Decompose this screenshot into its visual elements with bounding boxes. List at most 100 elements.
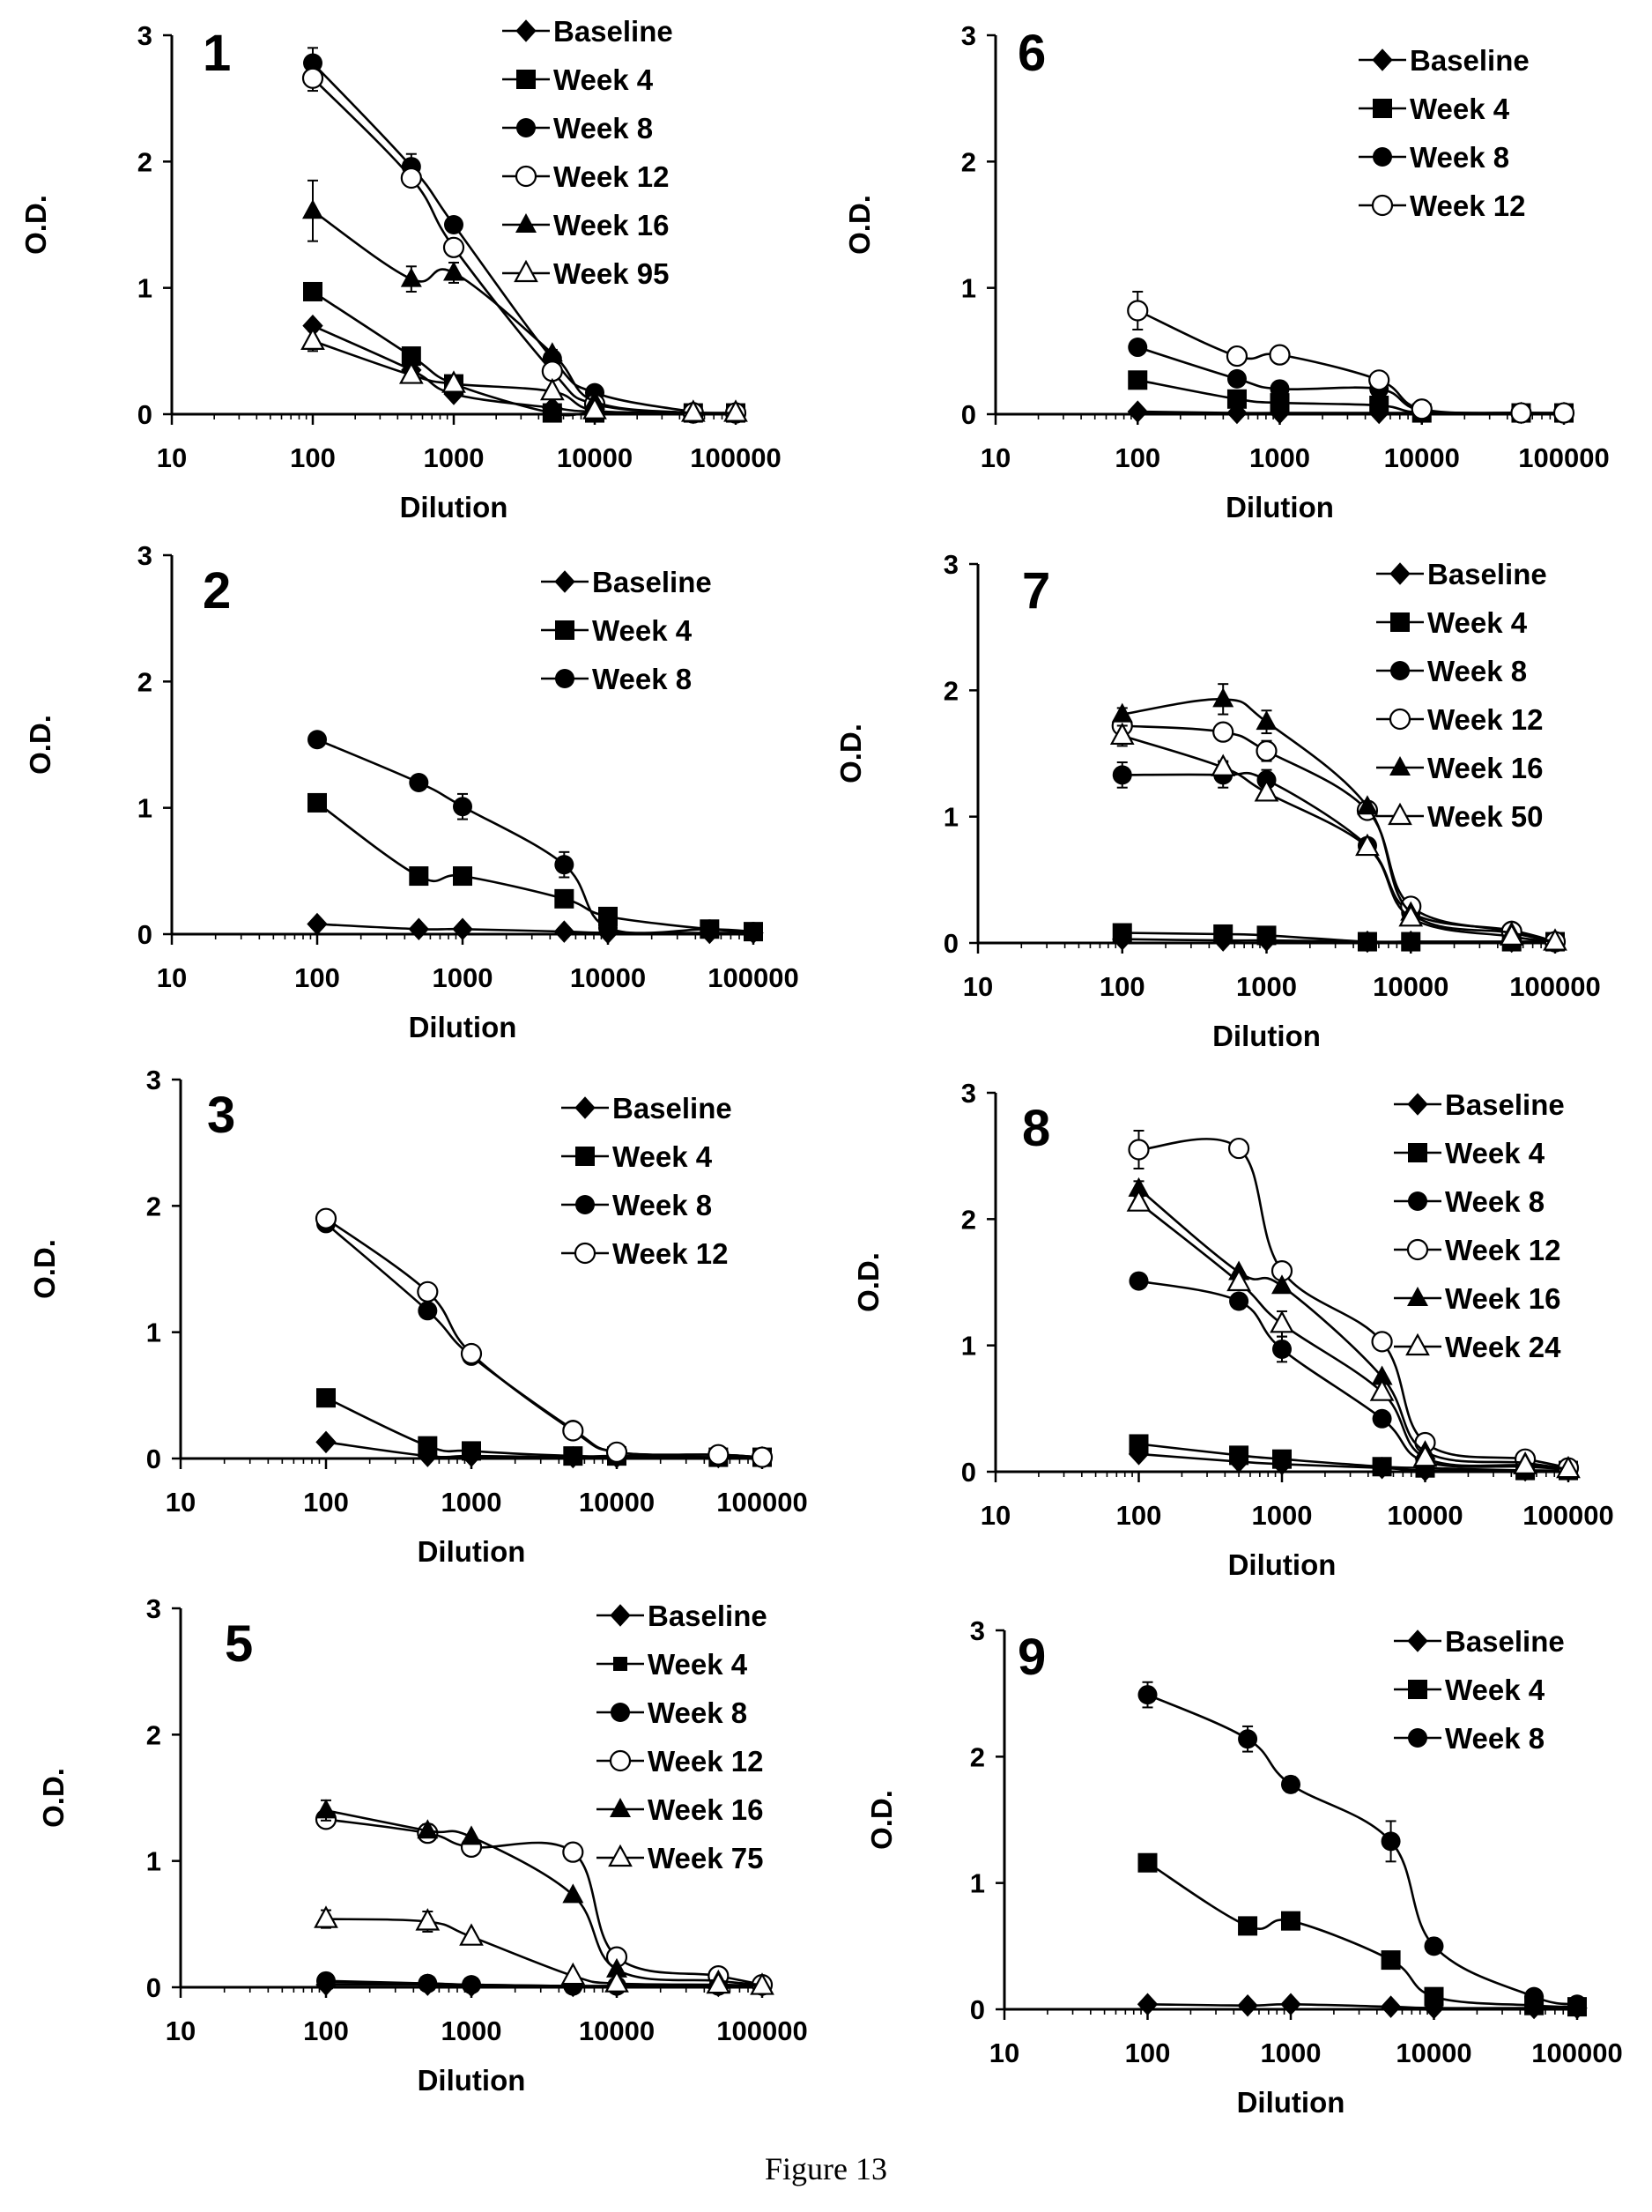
data-point (1112, 765, 1132, 785)
legend-marker (613, 1657, 627, 1671)
chart-panel-5: 0 1 2 3 10 100 1000 10000 100000 Dilution O.D. 5 Bas… (37, 1593, 808, 2097)
series-line (1122, 771, 1556, 943)
series-baseline (1137, 1993, 1588, 2020)
data-point (461, 1825, 482, 1845)
data-point (1226, 345, 1248, 367)
legend-label: Baseline (553, 15, 673, 48)
legend-label: Week 4 (1445, 1137, 1545, 1169)
data-point (1371, 1331, 1393, 1353)
legend-marker (555, 669, 574, 688)
data-point (443, 261, 464, 281)
y-axis-title: O.D. (19, 195, 52, 255)
legend-marker (1406, 1238, 1429, 1261)
legend-marker (609, 1749, 632, 1772)
data-point (460, 1342, 483, 1365)
legend-label: Week 8 (1427, 655, 1527, 687)
legend-entry: Week 12 (502, 160, 669, 193)
x-tick-label: 100 (1100, 971, 1145, 1002)
data-point (606, 1957, 627, 1978)
series-line (1137, 1187, 1569, 1471)
data-point (1371, 1365, 1393, 1385)
y-axis-title: O.D. (865, 1790, 898, 1850)
legend-marker (1388, 802, 1412, 826)
legend-marker (1407, 1629, 1428, 1652)
data-point (562, 1420, 584, 1442)
x-tick-label: 1000 (424, 442, 485, 473)
data-point (680, 399, 706, 422)
data-point (1380, 1995, 1402, 2018)
legend-entry: Week 8 (561, 1189, 712, 1221)
data-point (553, 920, 575, 943)
data-point (1256, 710, 1278, 731)
data-point (418, 1973, 438, 1993)
x-tick-label: 100000 (1531, 2038, 1622, 2068)
x-axis-title: Dilution (1237, 2086, 1345, 2119)
series-week-12 (315, 1808, 774, 1996)
data-point (554, 855, 574, 875)
legend-label: Week 4 (1410, 93, 1510, 125)
legend-entry: Baseline (1394, 1625, 1565, 1658)
data-point (302, 199, 323, 219)
legend-entry: Week 95 (502, 257, 669, 290)
legend-entry: Baseline (1359, 44, 1530, 77)
data-point (1556, 1455, 1581, 1479)
y-axis-title: O.D. (28, 1239, 61, 1299)
x-tick-label: 1000 (1249, 442, 1310, 473)
data-point (1281, 1911, 1300, 1931)
legend-entry: Baseline (1394, 1088, 1565, 1121)
data-point (1272, 1449, 1292, 1469)
data-point (307, 792, 327, 813)
legend-label: Baseline (592, 566, 712, 598)
series-line (316, 801, 754, 933)
legend-entry: Week 50 (1376, 800, 1543, 833)
legend-marker (574, 1096, 596, 1119)
x-tick-label: 100 (1116, 1500, 1162, 1531)
x-axis-title: Dilution (400, 491, 508, 523)
data-point (1111, 702, 1133, 723)
x-tick-label: 100000 (716, 1487, 807, 1518)
data-point (1372, 1408, 1392, 1429)
data-point (415, 1908, 441, 1931)
x-tick-label: 10 (157, 962, 187, 993)
data-point (1355, 833, 1380, 857)
series-week-8 (1137, 1681, 1587, 2015)
x-tick-label: 100000 (1509, 971, 1600, 1002)
y-tick-label: 1 (970, 1868, 985, 1899)
x-axis-title: Dilution (418, 1535, 526, 1568)
data-point (303, 281, 322, 301)
y-tick-label: 0 (961, 1457, 976, 1488)
data-point (1112, 923, 1132, 943)
data-point (1271, 1274, 1293, 1295)
data-point (1412, 1444, 1438, 1467)
legend-marker (1371, 194, 1394, 217)
legend-entry: Week 12 (561, 1237, 728, 1270)
legend-marker (1373, 147, 1392, 167)
data-point (1128, 1139, 1150, 1161)
legend-label: Week 4 (648, 1648, 748, 1681)
series-line (312, 210, 737, 415)
data-point (1129, 1434, 1149, 1454)
series-week-8 (1128, 338, 1574, 423)
series-baseline (315, 1430, 773, 1469)
data-point (1128, 338, 1148, 358)
data-point (563, 1446, 583, 1466)
legend-marker (515, 213, 537, 233)
series-week-8 (1112, 761, 1565, 952)
data-point (1229, 1445, 1249, 1466)
y-axis-title: O.D. (834, 724, 867, 783)
data-point (1226, 1268, 1251, 1292)
y-axis-title: O.D. (843, 195, 876, 255)
data-point (1372, 1457, 1392, 1477)
x-axis-title: Dilution (1228, 1548, 1337, 1581)
data-point (400, 167, 422, 189)
data-point (1226, 368, 1247, 389)
legend-marker (516, 70, 536, 89)
series-line (312, 62, 737, 415)
legend-entry: Week 8 (541, 663, 692, 695)
chart-panel-3: 0 1 2 3 10 100 1000 10000 100000 Dilution O.D. 3 Bas… (28, 1065, 808, 1568)
data-point (723, 399, 748, 422)
legend-entry: Week 16 (1394, 1282, 1560, 1315)
legend-marker (1408, 1143, 1427, 1162)
legend-marker (1405, 1332, 1430, 1356)
data-point (1269, 344, 1291, 366)
